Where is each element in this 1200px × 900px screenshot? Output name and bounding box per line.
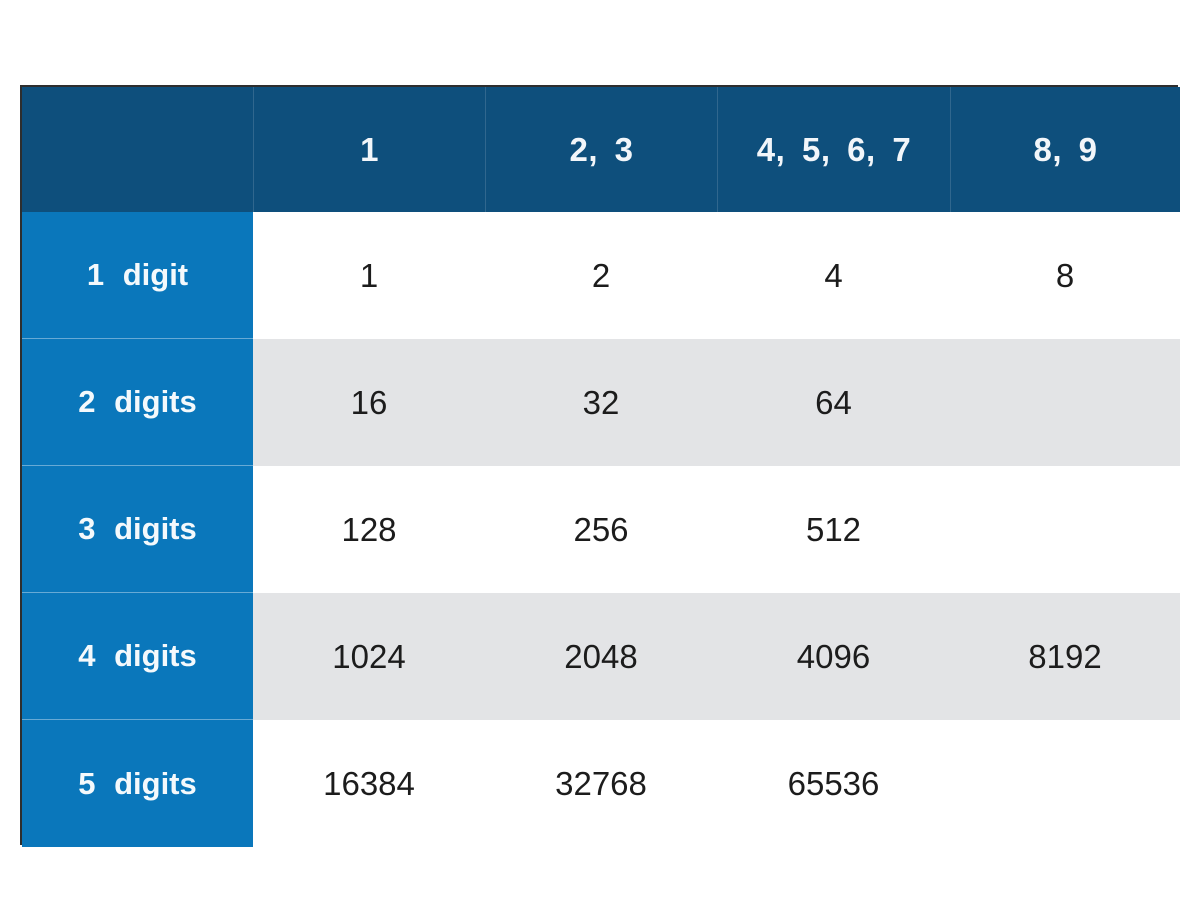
table-cell: 16 — [253, 339, 485, 466]
table-cell: 4096 — [717, 593, 950, 720]
row-header-2-digits: 2 digits — [22, 339, 253, 466]
table-cell: 65536 — [717, 720, 950, 847]
table-cell: 16384 — [253, 720, 485, 847]
table-cell: 32 — [485, 339, 717, 466]
row-header-3-digits: 3 digits — [22, 466, 253, 593]
col-header-2-3: 2, 3 — [485, 87, 717, 212]
table-cell: 32768 — [485, 720, 717, 847]
table-cell: 8192 — [950, 593, 1180, 720]
table-cell: 2048 — [485, 593, 717, 720]
table-cell: 2 — [485, 212, 717, 339]
table-cell: 8 — [950, 212, 1180, 339]
table-cell: 1024 — [253, 593, 485, 720]
row-header-1-digit: 1 digit — [22, 212, 253, 339]
table-cell: 64 — [717, 339, 950, 466]
row-header-5-digits: 5 digits — [22, 720, 253, 847]
table-cell: 512 — [717, 466, 950, 593]
table-cell: 4 — [717, 212, 950, 339]
binary-digits-table: 1 2, 3 4, 5, 6, 7 8, 9 1 digit 1 2 4 8 2… — [20, 85, 1180, 847]
table-cell: 1 — [253, 212, 485, 339]
corner-cell — [22, 87, 253, 212]
col-header-8-9: 8, 9 — [950, 87, 1180, 212]
table-cell — [950, 720, 1180, 847]
table-cell: 256 — [485, 466, 717, 593]
table-cell — [950, 339, 1180, 466]
col-header-1: 1 — [253, 87, 485, 212]
col-header-4-5-6-7: 4, 5, 6, 7 — [717, 87, 950, 212]
table-cell: 128 — [253, 466, 485, 593]
row-header-4-digits: 4 digits — [22, 593, 253, 720]
table-cell — [950, 466, 1180, 593]
